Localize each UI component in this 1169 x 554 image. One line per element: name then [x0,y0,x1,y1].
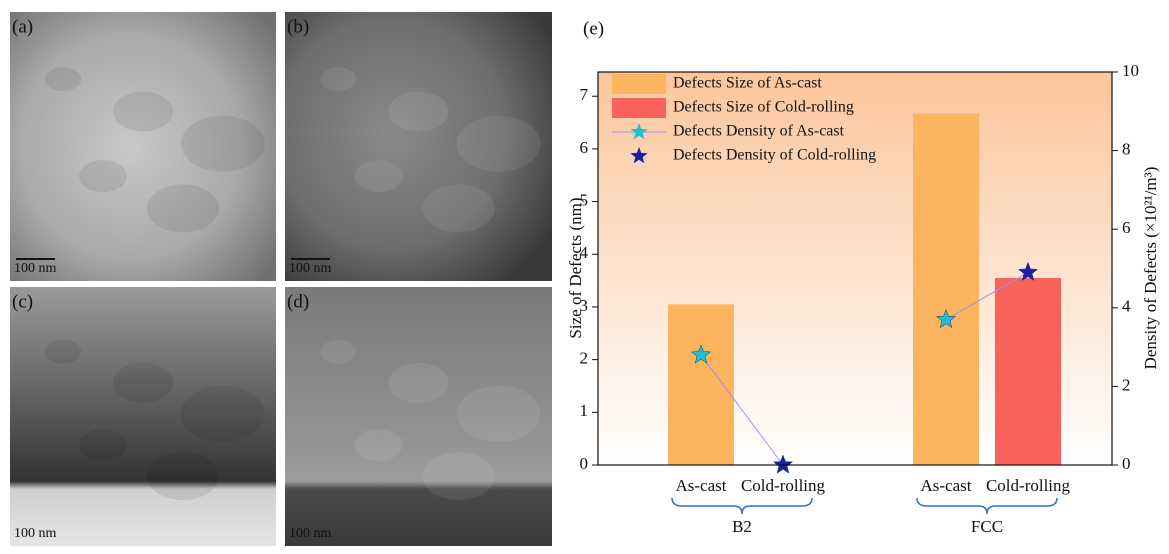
grain [181,116,265,172]
micrographs: (a) 100 nm (b) 100 nm (c) 100 nm (d) 100 nm [10,12,552,546]
scale-bar-label: 100 nm [14,261,57,276]
scale-bar-label: 100 nm [289,526,332,541]
grain [354,429,402,461]
grain [45,67,81,91]
panel-label: (c) [12,291,33,312]
x-tick-label: As-cast [676,476,727,495]
grain [79,160,127,192]
grain [457,386,541,442]
legend-label: Defects Size of Cold-rolling [673,99,854,116]
y2-axis-title: Density of Defects (×10²¹/m³) [1141,167,1160,370]
bar [995,278,1061,465]
panel-label: (e) [583,18,604,39]
y-axis-title: Size of Defects (nm) [566,197,585,338]
grain [457,116,541,172]
scale-bar-label: 100 nm [289,261,332,276]
group-brace [917,498,1057,514]
x-tick-label: Cold-rolling [741,476,826,495]
y2-tick-label: 0 [1122,454,1131,473]
grain [79,429,127,461]
grain [423,452,495,500]
grain [181,386,265,442]
group-brace [672,498,812,514]
y2-tick-label: 2 [1122,375,1131,394]
bar [913,114,979,465]
grain [45,340,81,364]
y-tick-label: 1 [580,401,589,420]
scale-bar-label: 100 nm [14,526,57,541]
legend-label: Defects Size of As-cast [673,75,822,92]
x-tick-label: As-cast [921,476,972,495]
grain [354,160,402,192]
legend-label: Defects Density of As-cast [673,123,845,140]
y-tick-label: 0 [580,454,589,473]
y-tick-label: 7 [580,85,589,104]
legend-label: Defects Density of Cold-rolling [673,147,876,164]
legend-swatch [612,74,666,94]
grain [423,184,495,232]
panel-label: (b) [287,16,309,37]
y2-tick-label: 10 [1122,61,1139,80]
y2-tick-label: 6 [1122,218,1131,237]
grain [147,184,219,232]
grain [113,92,173,132]
grain [389,363,449,403]
grain [113,363,173,403]
grain [389,92,449,132]
grain [320,340,356,364]
figure: (a) 100 nm (b) 100 nm (c) 100 nm (d) 100 nm (e)… [0,0,1169,549]
y-tick-label: 2 [580,349,589,368]
y2-tick-label: 8 [1122,140,1131,159]
group-label: FCC [971,517,1003,536]
panel-label: (d) [287,291,309,312]
y-tick-label: 6 [580,138,589,157]
grain [320,67,356,91]
grain [147,452,219,500]
panel-label: (a) [12,16,33,37]
group-label: B2 [732,517,752,536]
legend-swatch [612,98,666,118]
y2-tick-label: 4 [1122,297,1131,316]
bar [668,304,734,465]
x-tick-label: Cold-rolling [986,476,1071,495]
